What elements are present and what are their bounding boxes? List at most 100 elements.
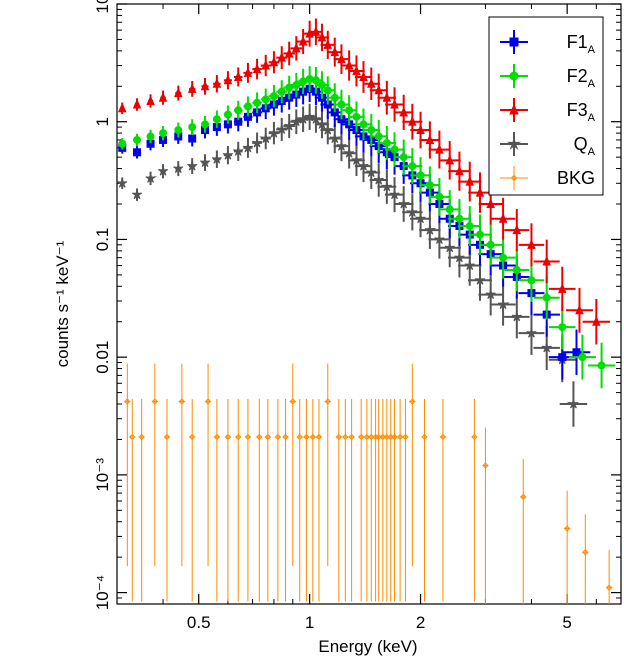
data-point (485, 289, 496, 299)
data-point (323, 39, 333, 49)
data-point (317, 81, 326, 90)
plot-frame (116, 3, 622, 605)
data-point (375, 433, 382, 441)
data-point (224, 433, 232, 441)
data-point (201, 120, 210, 129)
data-point (187, 83, 197, 93)
data-point (291, 116, 302, 127)
data-point (289, 398, 296, 405)
data-point (399, 106, 408, 117)
data-point (138, 433, 145, 441)
x-tick-label: 1 (305, 613, 314, 632)
series-q (117, 103, 588, 427)
data-point (174, 87, 183, 98)
data-point (402, 433, 409, 441)
data-point (605, 584, 613, 591)
data-point (368, 433, 375, 441)
data-point (465, 175, 475, 186)
data-point (527, 239, 536, 249)
data-point (261, 59, 270, 70)
data-point (541, 342, 552, 353)
data-point (298, 35, 308, 46)
data-point (284, 120, 295, 131)
data-point (398, 198, 411, 209)
y-tick-label: 1 (93, 117, 112, 126)
data-point (316, 119, 327, 129)
data-point (253, 98, 262, 107)
data-point (252, 137, 263, 148)
data-point (322, 124, 333, 135)
data-point (233, 146, 244, 156)
data-point (188, 123, 197, 132)
data-point (118, 139, 127, 148)
data-point (455, 165, 464, 176)
data-point (269, 92, 278, 101)
data-point (244, 433, 252, 441)
x-tick-label: 0.5 (187, 613, 211, 632)
data-point (200, 80, 210, 91)
data-point (311, 26, 321, 36)
data-point (243, 102, 252, 111)
data-point (592, 315, 601, 326)
data-point (243, 67, 253, 77)
data-point (188, 433, 196, 441)
legend: F1A F2A F3A QA BKG (488, 16, 604, 196)
data-point (277, 51, 287, 62)
data-point (454, 252, 465, 263)
data-point (178, 398, 186, 405)
data-point (348, 433, 355, 441)
series-bkg (124, 363, 613, 604)
data-point (305, 27, 314, 38)
legend-label: QA (574, 134, 596, 158)
data-point (511, 311, 522, 322)
data-point (235, 433, 242, 441)
y-tick-label: 0.01 (93, 341, 112, 374)
data-point (374, 132, 383, 141)
data-point (390, 98, 399, 109)
data-point (174, 126, 183, 135)
data-point (416, 171, 425, 180)
data-point (311, 76, 320, 85)
data-point (390, 145, 399, 154)
data-point (242, 142, 253, 153)
data-point (337, 100, 346, 109)
data-point (399, 153, 408, 162)
data-point (476, 230, 485, 239)
data-point (345, 106, 354, 115)
data-point (357, 433, 365, 441)
data-point (558, 353, 567, 362)
data-point (575, 304, 584, 315)
data-point (146, 95, 155, 105)
data-point (259, 133, 271, 143)
data-point (435, 192, 444, 201)
data-point (159, 129, 168, 138)
data-point (330, 93, 339, 102)
data-point (315, 433, 323, 441)
data-point (329, 133, 342, 143)
data-point (408, 115, 417, 126)
y-tick-label: 10⁻³ (93, 458, 112, 492)
data-point (158, 166, 169, 176)
data-point (563, 525, 571, 532)
data-point (188, 134, 197, 143)
legend-label: BKG (557, 168, 595, 188)
data-point (234, 106, 243, 115)
data-point (424, 224, 437, 235)
data-point (276, 124, 287, 134)
legend-label: F1A (567, 32, 596, 56)
data-point (425, 181, 434, 190)
y-tick-label: 10⁻⁴ (93, 575, 112, 610)
data-point (309, 433, 317, 441)
data-point (572, 348, 581, 357)
data-point (344, 59, 354, 70)
y-axis-label: counts s⁻¹ keV⁻¹ (53, 240, 72, 367)
data-point (582, 549, 589, 556)
data-point (342, 433, 349, 441)
y-tick-labels: 10⁻⁴ 10⁻³ 0.01 0.1 1 10 (93, 0, 112, 610)
data-point (336, 141, 347, 151)
legend-label: F3A (567, 100, 596, 124)
data-point (145, 173, 158, 183)
data-point (510, 174, 518, 182)
data-point (330, 46, 340, 57)
